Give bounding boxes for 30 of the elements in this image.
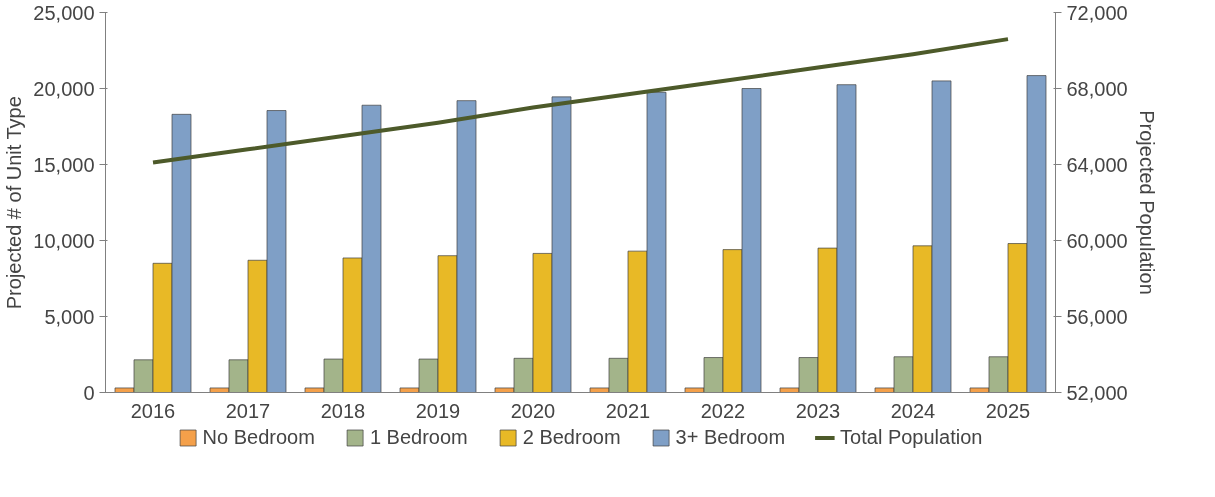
- x-tick-label: 2023: [795, 399, 841, 422]
- line-series: [151, 37, 1010, 165]
- legend-label: No Bedroom: [202, 425, 315, 449]
- legend-label: 1 Bedroom: [369, 425, 468, 449]
- y2-tick-label: 56,000: [1066, 305, 1128, 328]
- y-tick-label: 15,000: [33, 153, 95, 176]
- x-tick-label: 2024: [890, 399, 936, 422]
- legend-label: Total Population: [840, 425, 983, 449]
- x-tick-label: 2021: [605, 399, 651, 422]
- y2-tick-label: 60,000: [1066, 229, 1128, 252]
- x-tick-label: 2020: [510, 399, 556, 422]
- x-tick-label: 2017: [225, 399, 271, 422]
- y-tick-label: 0: [83, 381, 95, 404]
- y-tick-label: 5,000: [44, 305, 95, 328]
- legend-label: 3+ Bedroom: [675, 425, 786, 449]
- x-tick-label: 2025: [985, 399, 1031, 422]
- y2-tick-label: 64,000: [1066, 153, 1128, 176]
- x-tick-label: 2019: [415, 399, 461, 422]
- y2-axis-title: Projected Population: [1135, 110, 1158, 295]
- y2-tick-label: 72,000: [1066, 1, 1128, 24]
- y-tick-label: 20,000: [33, 77, 95, 100]
- x-tick-label: 2022: [700, 399, 746, 422]
- y-tick-label: 25,000: [33, 1, 95, 24]
- y-axis-title: Projected # of Unit Type: [3, 96, 26, 310]
- legend-label: 2 Bedroom: [522, 425, 621, 449]
- y2-tick-label: 68,000: [1066, 77, 1128, 100]
- x-tick-label: 2016: [130, 399, 176, 422]
- y2-tick-label: 52,000: [1066, 381, 1128, 404]
- x-tick-label: 2018: [320, 399, 366, 422]
- y-tick-label: 10,000: [33, 229, 95, 252]
